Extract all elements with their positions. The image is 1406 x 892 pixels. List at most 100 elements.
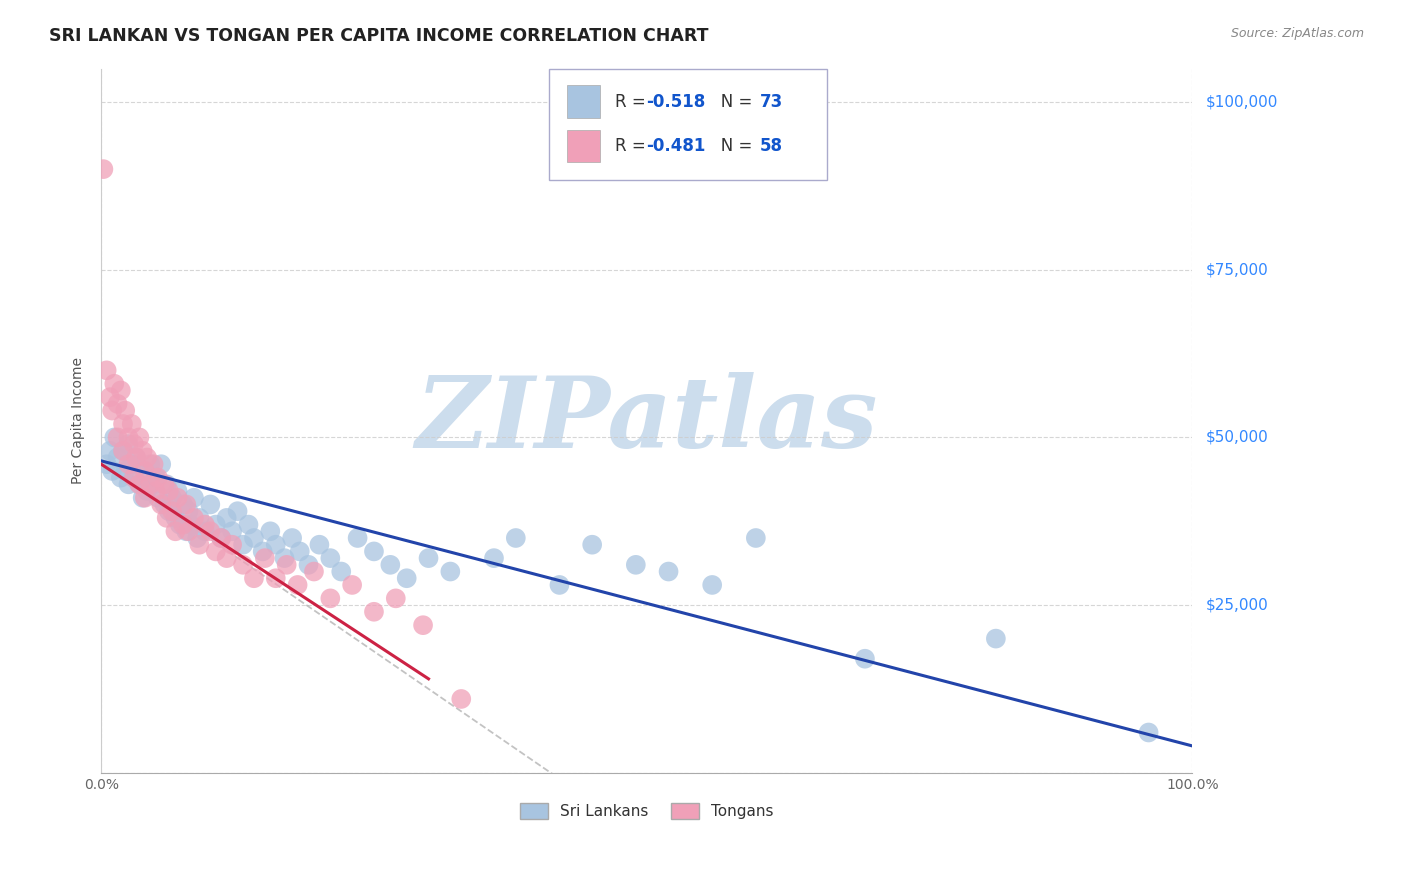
Point bbox=[194, 524, 217, 539]
Point bbox=[96, 457, 118, 471]
Point bbox=[112, 417, 135, 431]
Point bbox=[183, 511, 205, 525]
FancyBboxPatch shape bbox=[567, 130, 600, 162]
Point bbox=[180, 517, 202, 532]
Point bbox=[232, 538, 254, 552]
Point bbox=[136, 484, 159, 499]
Point bbox=[853, 651, 876, 665]
Text: -0.518: -0.518 bbox=[645, 93, 704, 111]
Point bbox=[172, 517, 194, 532]
Point bbox=[702, 578, 724, 592]
Point bbox=[160, 504, 183, 518]
Point bbox=[98, 390, 121, 404]
Point bbox=[107, 430, 129, 444]
Point bbox=[238, 517, 260, 532]
Point bbox=[418, 551, 440, 566]
Text: N =: N = bbox=[704, 137, 758, 155]
Point bbox=[243, 571, 266, 585]
Text: 73: 73 bbox=[761, 93, 783, 111]
Point bbox=[276, 558, 298, 572]
Point bbox=[221, 524, 243, 539]
Text: 58: 58 bbox=[761, 137, 783, 155]
Point bbox=[110, 384, 132, 398]
Point bbox=[136, 450, 159, 465]
Point bbox=[363, 544, 385, 558]
Point bbox=[273, 551, 295, 566]
Point bbox=[209, 531, 232, 545]
Point bbox=[122, 470, 145, 484]
Point bbox=[139, 477, 162, 491]
Point bbox=[134, 464, 156, 478]
Point bbox=[117, 437, 139, 451]
Point bbox=[188, 511, 211, 525]
Point bbox=[125, 450, 148, 465]
Point bbox=[200, 498, 222, 512]
Point bbox=[93, 162, 115, 177]
Point bbox=[439, 565, 461, 579]
Point bbox=[156, 477, 179, 491]
Point bbox=[984, 632, 1007, 646]
Point bbox=[215, 511, 238, 525]
Point bbox=[204, 517, 226, 532]
FancyBboxPatch shape bbox=[548, 69, 827, 180]
Point bbox=[482, 551, 505, 566]
Point bbox=[145, 484, 167, 499]
Point bbox=[150, 498, 173, 512]
Point bbox=[157, 484, 180, 499]
Point bbox=[121, 457, 143, 471]
Point bbox=[204, 544, 226, 558]
Point bbox=[131, 491, 153, 505]
Point bbox=[243, 531, 266, 545]
Point bbox=[505, 531, 527, 545]
Point bbox=[166, 484, 188, 499]
Point bbox=[297, 558, 319, 572]
Point bbox=[253, 551, 276, 566]
Point bbox=[101, 464, 124, 478]
Point bbox=[107, 450, 129, 465]
Point bbox=[380, 558, 402, 572]
Text: $25,000: $25,000 bbox=[1206, 598, 1268, 613]
Point bbox=[264, 571, 287, 585]
FancyBboxPatch shape bbox=[567, 86, 600, 118]
Point bbox=[188, 538, 211, 552]
Point bbox=[166, 491, 188, 505]
Text: N =: N = bbox=[704, 93, 758, 111]
Point bbox=[176, 498, 198, 512]
Point bbox=[122, 470, 145, 484]
Point bbox=[259, 524, 281, 539]
Point bbox=[153, 498, 176, 512]
Point bbox=[142, 477, 165, 491]
Point bbox=[114, 464, 136, 478]
Text: ZIPatlas: ZIPatlas bbox=[416, 372, 877, 469]
Point bbox=[153, 477, 176, 491]
Point bbox=[112, 443, 135, 458]
Point bbox=[176, 524, 198, 539]
Point bbox=[131, 443, 153, 458]
Point bbox=[308, 538, 330, 552]
Text: R =: R = bbox=[614, 137, 651, 155]
Point bbox=[165, 511, 187, 525]
Point bbox=[252, 544, 274, 558]
Point bbox=[156, 511, 179, 525]
Point bbox=[165, 524, 187, 539]
Point bbox=[194, 517, 217, 532]
Point bbox=[98, 443, 121, 458]
Point bbox=[146, 491, 169, 505]
Point bbox=[302, 565, 325, 579]
Point bbox=[385, 591, 408, 606]
Point bbox=[1137, 725, 1160, 739]
Point bbox=[186, 531, 208, 545]
Point bbox=[319, 551, 342, 566]
Point bbox=[226, 504, 249, 518]
Point bbox=[363, 605, 385, 619]
Point bbox=[117, 477, 139, 491]
Point bbox=[177, 524, 200, 539]
Point bbox=[146, 470, 169, 484]
Point bbox=[395, 571, 418, 585]
Point bbox=[139, 457, 162, 471]
Point bbox=[177, 504, 200, 518]
Point bbox=[145, 470, 167, 484]
Point bbox=[581, 538, 603, 552]
Point bbox=[128, 477, 150, 491]
Point bbox=[340, 578, 363, 592]
